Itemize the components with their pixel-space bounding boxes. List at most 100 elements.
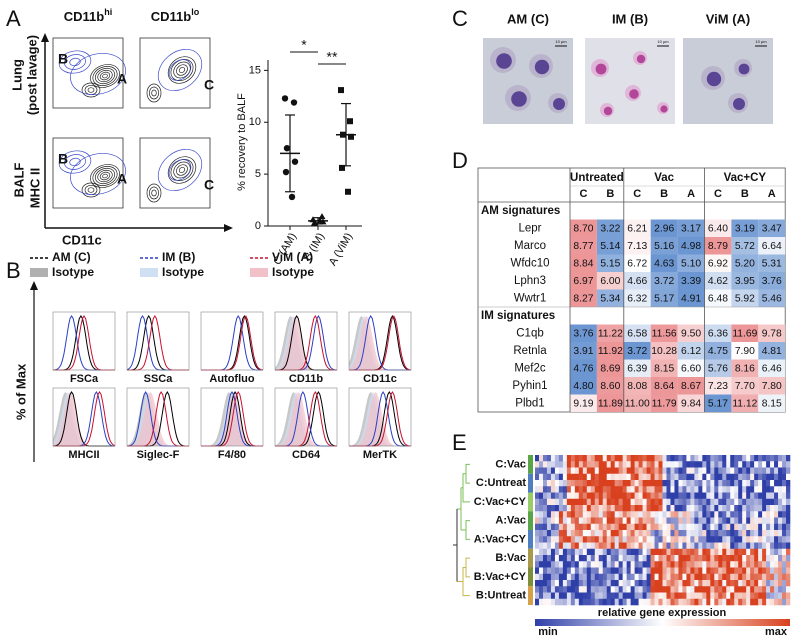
heatmap-cell xyxy=(558,517,564,525)
heatmap-cell xyxy=(594,473,600,481)
heatmap-cell xyxy=(566,573,572,581)
heatmap-cell xyxy=(566,492,572,500)
heatmap-cell xyxy=(682,486,687,493)
heatmap-cell xyxy=(710,467,715,475)
heatmap-cell xyxy=(558,467,564,475)
heatmap-cell xyxy=(758,536,763,543)
heatmap-cell xyxy=(682,498,687,506)
heatmap-cell xyxy=(718,480,723,487)
heatmap-cell xyxy=(626,486,631,493)
heatmap-cell xyxy=(782,498,787,506)
heatmap-cell xyxy=(630,567,635,575)
cell-value: 6.32 xyxy=(627,293,647,304)
table-cell xyxy=(650,394,678,412)
heatmap-cell xyxy=(602,598,608,606)
heatmap-cell xyxy=(782,517,787,525)
heatmap-cell xyxy=(554,473,560,481)
heatmap-cell xyxy=(546,511,552,518)
heatmap-cell xyxy=(782,486,787,493)
heatmap-cell xyxy=(738,530,743,537)
heatmap-cell xyxy=(754,536,759,543)
heatmap-cell xyxy=(582,567,588,575)
gene-name: Lepr xyxy=(518,222,541,234)
heatmap-cell xyxy=(558,561,564,568)
heatmap-cell xyxy=(550,561,556,568)
image-title: ViM (A) xyxy=(706,11,751,26)
header-sup: hi xyxy=(104,7,112,17)
heatmap-cell xyxy=(758,455,763,462)
isotype-fill xyxy=(53,392,115,446)
heatmap-cell xyxy=(570,567,576,575)
cell-value: 5.14 xyxy=(600,241,620,252)
heatmap-cell xyxy=(606,567,611,575)
heatmap-cell xyxy=(682,505,687,512)
heatmap-cell xyxy=(606,586,611,593)
heatmap-cell xyxy=(578,473,584,481)
heatmap-cell xyxy=(742,498,747,506)
heatmap-cell xyxy=(630,461,635,468)
heatmap-cell xyxy=(586,480,592,487)
contour xyxy=(69,157,81,167)
heatmap-cell xyxy=(686,548,691,556)
heatmap-cell xyxy=(686,530,691,537)
table-cell xyxy=(596,289,624,307)
heatmap-cell xyxy=(542,586,548,593)
table-cell xyxy=(650,324,678,342)
heatmap-cell xyxy=(630,592,635,600)
heatmap-cell xyxy=(578,592,584,600)
heatmap-cell xyxy=(546,580,552,587)
heatmap-cell xyxy=(622,492,627,500)
heatmap-cell xyxy=(678,586,683,593)
heatmap-cell xyxy=(538,586,544,593)
heatmap-cell xyxy=(714,536,719,543)
heatmap-cell xyxy=(670,548,675,556)
gate-label: A xyxy=(117,171,127,187)
heatmap-cell xyxy=(678,511,683,518)
heatmap-cell xyxy=(758,598,763,606)
heatmap-cell xyxy=(710,542,715,550)
heatmap-cell xyxy=(542,530,548,537)
cell-value: 6.58 xyxy=(627,328,647,339)
cell-value: 4.80 xyxy=(573,381,593,392)
heatmap-cell xyxy=(714,530,719,537)
contour xyxy=(176,64,188,76)
heatmap-cell xyxy=(666,505,671,512)
heatmap-cell xyxy=(762,505,767,512)
heatmap-cell xyxy=(674,573,679,581)
heatmap-cell xyxy=(750,480,755,487)
contour xyxy=(70,53,126,95)
heatmap-cell xyxy=(730,586,735,593)
gene-name: Pyhin1 xyxy=(512,380,547,392)
heatmap-cell xyxy=(602,461,608,468)
heatmap-cell xyxy=(562,580,568,587)
heatmap-cell xyxy=(574,492,580,500)
panel-label: A xyxy=(6,6,21,31)
heatmap-cell xyxy=(674,592,679,600)
contour xyxy=(99,171,111,181)
heatmap-cell xyxy=(758,561,763,568)
heatmap-cell xyxy=(734,486,739,493)
heatmap-cell xyxy=(618,461,623,468)
heatmap-cell xyxy=(562,473,568,481)
heatmap-cell xyxy=(778,598,783,606)
heatmap-cell xyxy=(758,580,763,587)
heatmap-cell xyxy=(786,473,791,481)
heatmap-cell xyxy=(702,505,707,512)
heatmap-cell xyxy=(654,548,659,556)
heatmap-cell xyxy=(562,486,568,493)
heatmap-cell xyxy=(654,480,659,487)
y-tick-label: 5 xyxy=(255,168,261,180)
heatmap-cell xyxy=(750,498,755,506)
heatmap-cell xyxy=(570,530,576,537)
heatmap-cell xyxy=(730,548,735,556)
heatmap-cell xyxy=(770,455,775,462)
table-cell xyxy=(596,342,624,360)
heatmap-cell xyxy=(650,548,655,556)
table-cell xyxy=(758,342,786,360)
heatmap-cell xyxy=(722,598,727,606)
cell-nucleus xyxy=(511,91,527,107)
heatmap-cell xyxy=(535,555,540,562)
heatmap-cell xyxy=(714,592,719,600)
contour xyxy=(90,64,120,88)
heatmap-cell xyxy=(678,573,683,581)
